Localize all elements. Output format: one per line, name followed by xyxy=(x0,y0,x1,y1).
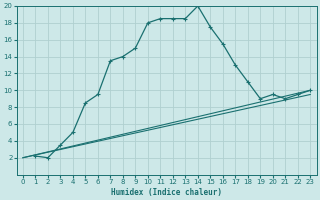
X-axis label: Humidex (Indice chaleur): Humidex (Indice chaleur) xyxy=(111,188,222,197)
